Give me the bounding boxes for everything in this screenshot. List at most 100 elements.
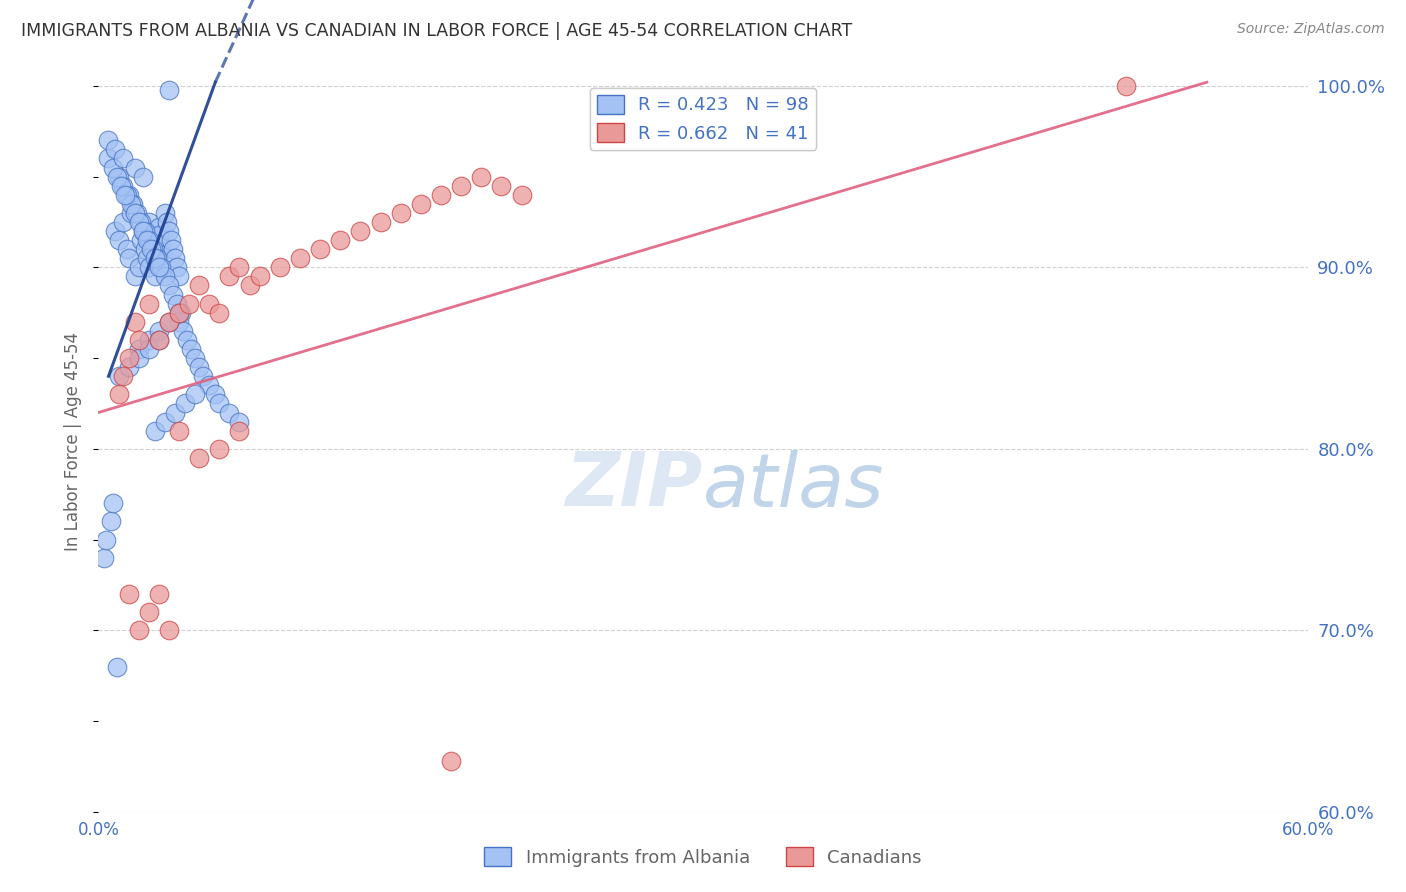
- Point: [138, 605, 160, 619]
- Point: [142, 238, 165, 252]
- Point: [193, 369, 215, 384]
- Point: [128, 333, 150, 347]
- Point: [148, 333, 170, 347]
- Point: [138, 296, 160, 310]
- Point: [124, 206, 146, 220]
- Point: [149, 236, 172, 251]
- Point: [124, 269, 146, 284]
- Point: [1115, 78, 1137, 93]
- Point: [135, 252, 157, 266]
- Point: [149, 260, 172, 275]
- Point: [148, 587, 170, 601]
- Point: [111, 215, 134, 229]
- Point: [228, 424, 250, 438]
- Point: [111, 178, 134, 193]
- Point: [124, 315, 146, 329]
- Point: [450, 178, 472, 193]
- Point: [114, 187, 136, 202]
- Point: [170, 306, 193, 320]
- Point: [118, 360, 141, 375]
- Point: [128, 351, 150, 365]
- Point: [179, 296, 201, 310]
- Point: [120, 206, 142, 220]
- Point: [166, 296, 188, 310]
- Point: [143, 424, 166, 438]
- Point: [129, 215, 152, 229]
- Point: [218, 405, 240, 419]
- Point: [138, 233, 160, 247]
- Point: [148, 333, 170, 347]
- Point: [430, 187, 453, 202]
- Point: [115, 242, 138, 256]
- Point: [139, 227, 162, 242]
- Text: Source: ZipAtlas.com: Source: ZipAtlas.com: [1237, 22, 1385, 37]
- Point: [128, 342, 150, 356]
- Point: [163, 405, 186, 419]
- Point: [208, 396, 231, 410]
- Point: [228, 415, 250, 429]
- Point: [118, 187, 141, 202]
- Point: [162, 287, 184, 301]
- Point: [153, 206, 176, 220]
- Point: [239, 278, 262, 293]
- Point: [157, 624, 180, 638]
- Point: [166, 260, 188, 275]
- Point: [162, 242, 184, 256]
- Point: [184, 351, 207, 365]
- Point: [138, 342, 160, 356]
- Point: [138, 333, 160, 347]
- Point: [125, 206, 148, 220]
- Point: [105, 659, 128, 673]
- Point: [97, 152, 120, 166]
- Point: [148, 324, 170, 338]
- Text: IMMIGRANTS FROM ALBANIA VS CANADIAN IN LABOR FORCE | AGE 45-54 CORRELATION CHART: IMMIGRANTS FROM ALBANIA VS CANADIAN IN L…: [21, 22, 852, 40]
- Point: [176, 333, 198, 347]
- Point: [128, 260, 150, 275]
- Legend: Immigrants from Albania, Canadians: Immigrants from Albania, Canadians: [477, 840, 929, 874]
- Point: [148, 260, 170, 275]
- Point: [288, 252, 311, 266]
- Point: [349, 224, 371, 238]
- Point: [198, 378, 221, 392]
- Point: [491, 178, 513, 193]
- Point: [107, 233, 129, 247]
- Point: [167, 306, 190, 320]
- Point: [188, 360, 211, 375]
- Point: [118, 252, 141, 266]
- Point: [167, 315, 190, 329]
- Point: [309, 242, 332, 256]
- Point: [138, 260, 160, 275]
- Point: [153, 269, 176, 284]
- Point: [132, 169, 155, 184]
- Text: atlas: atlas: [703, 450, 884, 522]
- Point: [204, 387, 226, 401]
- Point: [132, 224, 155, 238]
- Point: [96, 533, 118, 547]
- Point: [389, 206, 412, 220]
- Point: [146, 245, 169, 260]
- Point: [107, 169, 129, 184]
- Point: [157, 82, 180, 96]
- Point: [128, 215, 150, 229]
- Point: [152, 247, 174, 261]
- Point: [100, 515, 122, 529]
- Point: [128, 624, 150, 638]
- Point: [180, 342, 202, 356]
- Point: [135, 233, 157, 247]
- Y-axis label: In Labor Force | Age 45-54: In Labor Force | Age 45-54: [65, 332, 83, 551]
- Point: [129, 233, 152, 247]
- Point: [148, 227, 170, 242]
- Point: [157, 315, 180, 329]
- Point: [101, 496, 124, 510]
- Point: [121, 197, 143, 211]
- Point: [143, 252, 166, 266]
- Point: [132, 224, 155, 238]
- Point: [139, 242, 162, 256]
- Point: [228, 260, 250, 275]
- Point: [329, 233, 352, 247]
- Point: [440, 754, 463, 768]
- Point: [143, 269, 166, 284]
- Point: [160, 233, 183, 247]
- Point: [470, 169, 492, 184]
- Point: [269, 260, 291, 275]
